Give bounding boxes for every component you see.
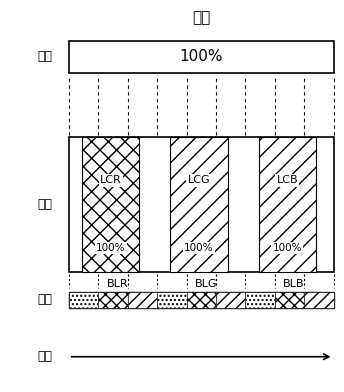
- Bar: [69, 292, 334, 308]
- Text: BLB: BLB: [283, 279, 305, 289]
- Bar: [170, 137, 228, 272]
- Text: 100%: 100%: [184, 243, 214, 253]
- Bar: [304, 292, 334, 308]
- Bar: [275, 292, 304, 308]
- Bar: [259, 137, 316, 272]
- Bar: [186, 292, 216, 308]
- Text: 白光: 白光: [192, 10, 211, 25]
- Bar: [69, 137, 334, 272]
- Text: LCB: LCB: [277, 176, 298, 185]
- Text: 100%: 100%: [96, 243, 126, 253]
- Bar: [69, 41, 334, 73]
- Text: 100%: 100%: [180, 49, 223, 64]
- Text: BLR: BLR: [107, 279, 128, 289]
- Text: LCR: LCR: [100, 176, 122, 185]
- Bar: [82, 137, 139, 272]
- Text: 背光: 背光: [37, 293, 52, 307]
- Text: 亮度: 亮度: [37, 50, 52, 64]
- Bar: [157, 292, 186, 308]
- Bar: [98, 292, 128, 308]
- Bar: [216, 292, 245, 308]
- Text: LCG: LCG: [188, 176, 210, 185]
- Text: 液晶: 液晶: [37, 198, 52, 211]
- Bar: [128, 292, 157, 308]
- Bar: [245, 292, 275, 308]
- Text: BLG: BLG: [194, 279, 217, 289]
- Bar: [69, 292, 98, 308]
- Text: 时间: 时间: [37, 350, 52, 363]
- Text: 100%: 100%: [272, 243, 302, 253]
